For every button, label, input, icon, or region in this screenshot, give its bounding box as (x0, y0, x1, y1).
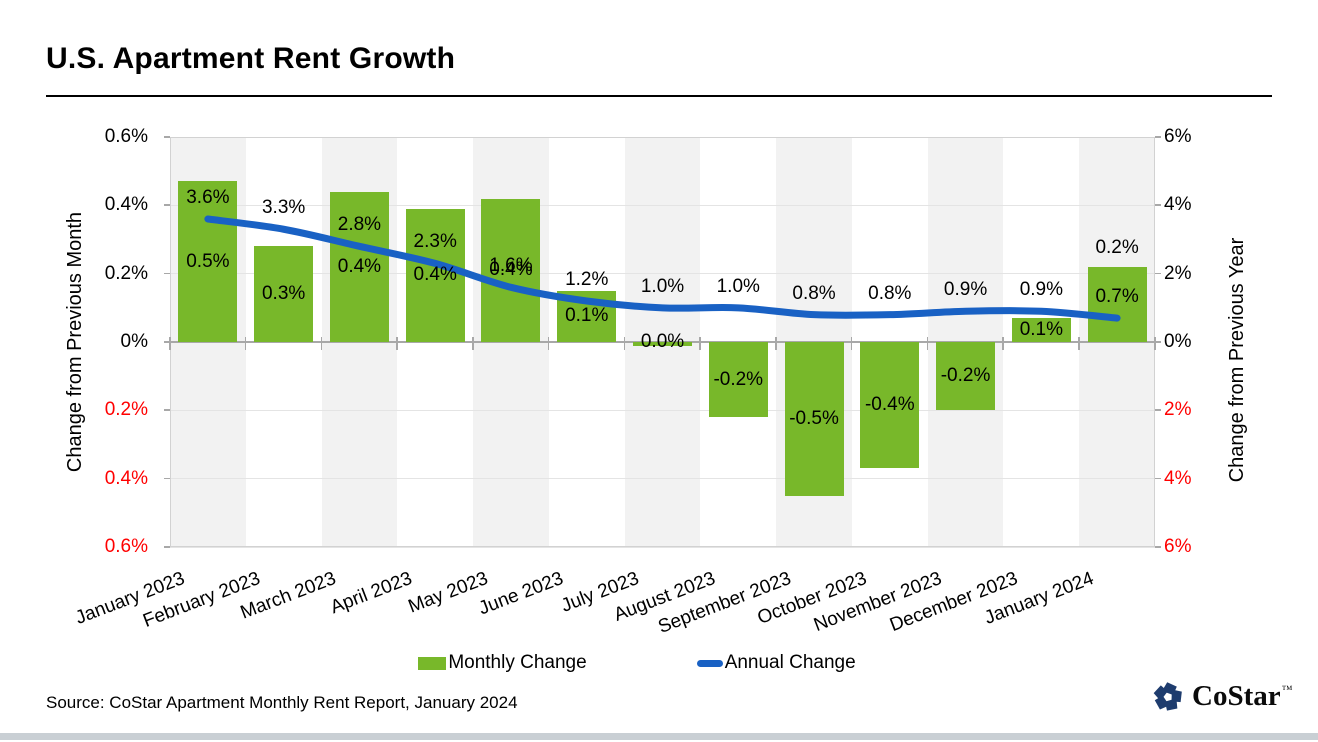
right-axis-tick-label: 2% (1164, 262, 1192, 284)
monthly-value-label: 0.2% (1095, 236, 1139, 258)
bar-november-2023 (936, 342, 996, 411)
left-axis-tick-label: 0.6% (104, 126, 148, 147)
zero-line-tick (699, 337, 701, 350)
monthly-value-label: 0.1% (565, 305, 609, 327)
monthly-value-label: 0.3% (261, 283, 306, 305)
legend-label: Monthly Change (448, 652, 587, 673)
axis-tick (1155, 341, 1161, 343)
annual-value-label: 1.2% (565, 269, 609, 290)
gridline (170, 204, 1155, 206)
zero-line-tick (926, 337, 929, 350)
bottom-strip (0, 733, 1318, 740)
right-axis-tick-label: 0% (1164, 331, 1192, 352)
legend-label: Annual Change (724, 652, 856, 673)
monthly-value-label: 0.4% (489, 259, 533, 281)
annual-value-label: 3.3% (261, 197, 306, 219)
x-axis-label: April 2023 (327, 568, 415, 619)
monthly-value-label: 0.1% (1019, 319, 1063, 341)
annual-value-label: 2.3% (413, 231, 457, 253)
trademark-symbol: ™ (1281, 684, 1293, 696)
left-axis-tick-label: 0.2% (104, 399, 148, 421)
monthly-value-label: 0.4% (413, 264, 457, 286)
bar-august-2023 (708, 342, 768, 418)
bar-october-2023 (860, 342, 920, 469)
monthly-value-label: -0.2% (940, 365, 991, 387)
left-axis-tick-label: 0% (120, 331, 148, 352)
zero-line-tick (244, 337, 247, 350)
annual-value-label: 0.8% (868, 282, 912, 304)
annual-value-label: 0.8% (792, 282, 836, 304)
left-axis-tick-label: 0.6% (104, 536, 148, 557)
page-title: U.S. Apartment Rent Growth (46, 42, 456, 75)
gridline (170, 478, 1155, 480)
annual-value-label: 0.9% (943, 279, 988, 301)
left-axis-tick-label: 0.4% (104, 467, 148, 489)
annual-value-label: 1.6% (489, 255, 533, 277)
right-axis-tick-label: 4% (1164, 467, 1192, 489)
zero-line-tick (396, 337, 398, 350)
gridline (170, 409, 1155, 411)
axis-tick (1155, 546, 1161, 548)
axis-tick (1155, 409, 1161, 411)
bar-swatch-icon (418, 656, 447, 670)
axis-tick (1155, 204, 1161, 206)
axis-tick (164, 341, 170, 343)
right-axis-tick-label: 6% (1164, 536, 1192, 557)
axis-tick (1155, 272, 1161, 275)
axis-tick (164, 204, 170, 206)
costar-pinwheel-icon (1153, 681, 1182, 711)
zero-line-tick (547, 337, 550, 350)
monthly-value-label: -0.2% (713, 368, 764, 390)
annual-value-label: 1.0% (640, 275, 685, 297)
legend-item-monthly-change: Monthly Change (418, 652, 587, 674)
x-axis-label: May 2023 (405, 568, 491, 618)
zero-line-tick (1078, 337, 1080, 350)
axis-tick (164, 409, 170, 411)
x-axis-label: June 2023 (475, 568, 567, 620)
right-axis-tick-label: 4% (1164, 194, 1192, 216)
right-axis-tick-label: 6% (1164, 126, 1192, 147)
axis-tick (1155, 136, 1161, 138)
costar-logo: CoStar ™ (1152, 680, 1292, 713)
zero-line-tick (169, 337, 171, 350)
axis-tick (164, 546, 170, 548)
source-note: Source: CoStar Apartment Monthly Rent Re… (46, 693, 518, 712)
gridline (170, 546, 1155, 548)
zero-line-tick (775, 337, 777, 350)
annual-value-label: 0.9% (1019, 279, 1063, 301)
zero-line-tick (1002, 337, 1004, 350)
line-swatch-icon (696, 659, 723, 667)
axis-tick (1155, 477, 1161, 480)
right-axis-tick-label: 2% (1164, 399, 1192, 421)
monthly-value-label: 0.4% (337, 255, 382, 277)
annual-value-label: 2.8% (337, 214, 382, 236)
chart-legend: Monthly Change Annual Change (0, 652, 1274, 674)
zero-line-tick (623, 337, 626, 350)
zero-line-tick (320, 337, 323, 350)
title-divider (46, 95, 1272, 97)
zero-line-tick (850, 337, 853, 350)
legend-item-annual-change: Annual Change (696, 652, 856, 674)
annual-value-label: 1.0% (716, 275, 760, 297)
monthly-value-label: 0.0% (640, 331, 685, 352)
axis-tick (164, 272, 170, 275)
bar-december-2023 (1011, 318, 1071, 342)
left-axis-tick-label: 0.2% (104, 262, 148, 284)
costar-logo-text: CoStar (1192, 680, 1281, 712)
left-axis-tick-label: 0.4% (104, 194, 148, 216)
monthly-value-label: -0.5% (789, 407, 839, 429)
axis-tick (164, 477, 170, 480)
zero-line-tick (1154, 337, 1156, 350)
monthly-value-label: 0.5% (186, 250, 230, 272)
bar-september-2023 (784, 342, 844, 496)
annual-value-label: 3.6% (186, 187, 230, 208)
annual-value-label: 0.7% (1095, 286, 1139, 308)
zero-line-tick (472, 337, 474, 350)
bar-july-2023 (633, 342, 692, 347)
monthly-value-label: -0.4% (864, 394, 915, 416)
axis-tick (164, 136, 170, 138)
